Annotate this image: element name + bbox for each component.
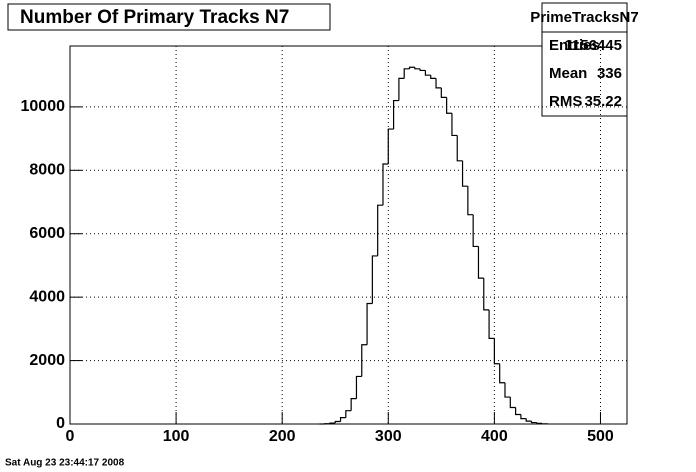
histogram-bin [419, 68, 426, 72]
histogram-bin [440, 87, 447, 98]
x-tick-label: 0 [66, 428, 75, 445]
histogram-bin [456, 135, 463, 162]
histogram-bin [472, 214, 479, 248]
histogram-bin [414, 67, 421, 70]
histogram-bin [387, 128, 394, 164]
stats-label: Entries [549, 37, 600, 54]
stats-label: Mean [549, 65, 587, 82]
stats-value: 35.22 [584, 93, 622, 110]
y-tick-label: 6000 [29, 225, 65, 242]
stats-title: PrimeTracksN7 [530, 9, 638, 26]
chart-title: Number Of Primary Tracks N7 [20, 7, 289, 28]
x-tick-label: 200 [269, 428, 296, 445]
histogram-bin [509, 397, 516, 409]
x-tick-label: 300 [375, 428, 402, 445]
histogram-bin [493, 338, 500, 365]
histogram-bin [446, 97, 452, 114]
histogram-bin [350, 398, 357, 411]
histogram-bin [483, 278, 490, 311]
histogram-bin [408, 66, 415, 69]
histogram-bin [541, 423, 549, 425]
histogram-bin [451, 113, 458, 137]
histogram-bin [355, 375, 362, 399]
stats-label: RMS [549, 93, 582, 110]
histogram-bin [530, 421, 537, 424]
histogram-bin [520, 414, 527, 420]
y-tick-label: 10000 [21, 98, 66, 115]
footer-date: Sat Aug 23 23:44:17 2008 [5, 458, 125, 469]
histogram-bin [504, 382, 511, 398]
histogram-bin [525, 418, 532, 422]
histogram-bin [430, 75, 437, 79]
title-box [7, 3, 331, 31]
stats-value: 1156445 [564, 37, 622, 54]
histogram-bin [536, 422, 543, 424]
histogram-bin [329, 422, 336, 424]
histogram-bin [461, 160, 468, 187]
y-tick-label: 0 [56, 415, 65, 432]
x-tick-label: 100 [163, 428, 190, 445]
stats-box [541, 2, 628, 117]
y-tick-label: 2000 [29, 352, 65, 369]
histogram-bin [339, 417, 346, 422]
y-tick-label: 4000 [29, 288, 65, 305]
histogram-bin [435, 78, 442, 89]
histogram-bin [334, 420, 341, 424]
histogram-bin [398, 77, 405, 101]
histogram-bin [477, 246, 484, 279]
stats-value: 336 [597, 65, 622, 82]
histogram-bin [515, 407, 521, 416]
x-tick-label: 500 [587, 428, 614, 445]
histogram-bin [499, 363, 505, 384]
histogram-bin [467, 186, 474, 216]
plot-frame [69, 45, 628, 425]
histogram-bin [392, 99, 399, 130]
histogram-bin [488, 309, 495, 339]
histogram-bin [345, 410, 352, 418]
histogram-bin [403, 68, 410, 79]
histogram-bin [371, 255, 378, 304]
x-tick-label: 400 [481, 428, 508, 445]
y-tick-label: 8000 [29, 162, 65, 179]
histogram-bin [366, 302, 373, 345]
histogram-bin [424, 70, 431, 76]
histogram-bin [382, 163, 389, 206]
histogram-bin [361, 344, 368, 377]
histogram-bin [377, 204, 383, 256]
